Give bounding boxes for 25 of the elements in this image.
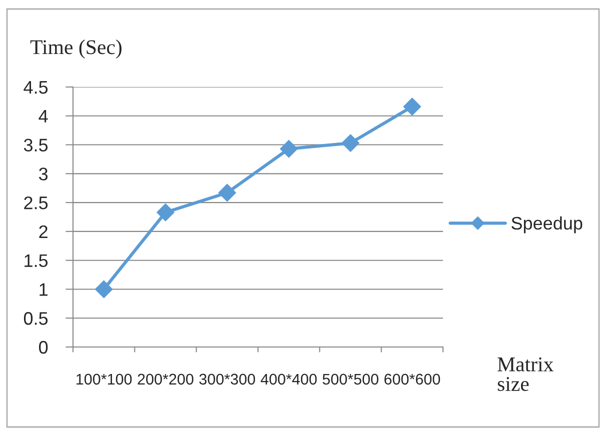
point	[156, 204, 174, 222]
x-tick-label: 500*500	[322, 374, 378, 385]
x-axis-title: Matrix size	[498, 357, 554, 392]
y-tick-label: 4	[38, 110, 48, 122]
y-tick-label: 2.5	[24, 196, 48, 210]
legend-label: Speedup	[512, 216, 582, 234]
x-tick-label: 300*300	[199, 374, 256, 385]
y-tick-label: 1	[40, 283, 48, 296]
y-tick-label: 1.5	[24, 254, 48, 268]
y-tick-label: 3.5	[24, 138, 48, 152]
x-tick-label: 400*400	[260, 374, 317, 385]
y-tick-label: 2	[39, 225, 48, 238]
y-tick-label: 4.5	[24, 81, 48, 94]
point	[280, 140, 298, 158]
x-tick-label: 600*600	[384, 374, 440, 385]
y-tick-label: 0.5	[24, 312, 48, 325]
point	[94, 280, 113, 298]
x-tick-label: 200*200	[138, 374, 194, 385]
point	[342, 134, 360, 152]
x-tick-label: 100*100	[76, 374, 132, 385]
y-axis-title: Time (Sec)	[30, 40, 122, 58]
point	[403, 98, 422, 116]
y-tick-label: 0	[39, 340, 48, 354]
y-tick-label: 3	[38, 168, 48, 180]
point	[218, 184, 236, 202]
